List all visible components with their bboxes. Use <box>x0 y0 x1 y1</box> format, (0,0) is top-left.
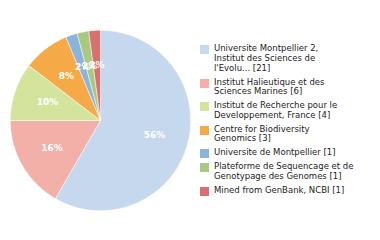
svg-text:8%: 8% <box>59 71 74 81</box>
html-text:Plateforme de Sequencage et de: Plateforme de Sequencage et de Genotypag… <box>214 161 354 181</box>
html-text:Institut de Recherche pour le: Institut de Recherche pour le Developpem… <box>214 100 338 120</box>
html-text:Universite Montpellier 2, Inst: Universite Montpellier 2, Institut des S… <box>214 43 319 73</box>
svg-text:10%: 10% <box>37 97 59 107</box>
html-text:Centre for Biodiversity Genomi: Centre for Biodiversity Genomics [3] <box>214 123 310 144</box>
html-text:Mined from GenBank, NCBI [1]: Mined from GenBank, NCBI [1] <box>214 184 345 195</box>
svg-text:16%: 16% <box>41 143 63 153</box>
html-text:Institut Halieutique et des Sc: Institut Halieutique et des Sciences Mar… <box>214 76 325 97</box>
html-text:Universite de Montpellier [1]: Universite de Montpellier [1] <box>214 147 336 158</box>
svg-text:2%: 2% <box>89 60 104 70</box>
svg-text:56%: 56% <box>144 130 166 140</box>
